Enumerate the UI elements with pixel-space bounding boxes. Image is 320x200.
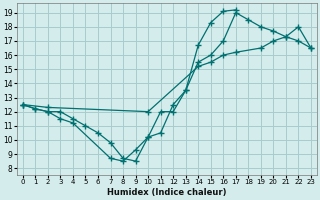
- X-axis label: Humidex (Indice chaleur): Humidex (Indice chaleur): [107, 188, 227, 197]
